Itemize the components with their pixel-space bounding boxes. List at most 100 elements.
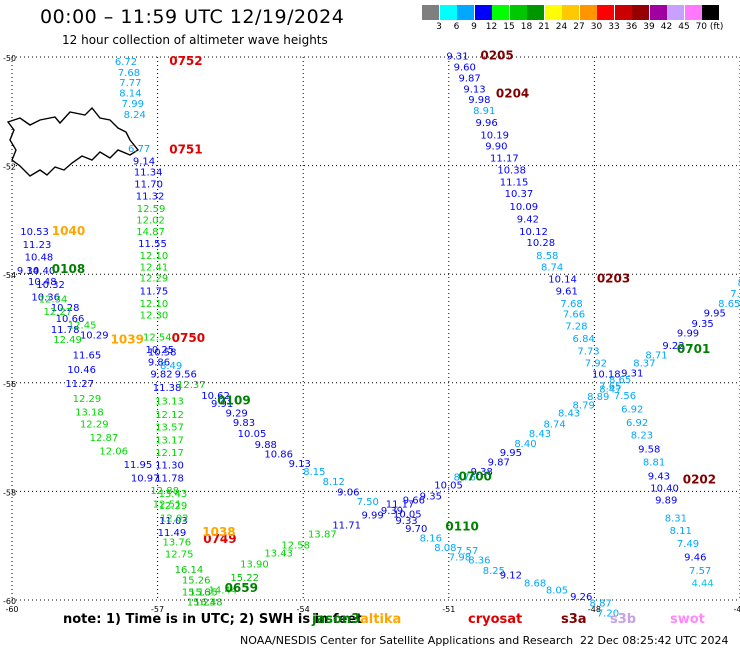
wave-height-value: 12.88 <box>150 486 179 497</box>
wave-height-value: 8.14 <box>119 89 141 100</box>
pass-time-label: 0203 <box>597 271 630 285</box>
wave-height-value: 8.31 <box>665 513 687 524</box>
wave-height-value: 6.92 <box>626 418 648 429</box>
wave-height-value: 12.02 <box>136 216 165 227</box>
wave-height-value: 9.87 <box>459 73 481 84</box>
wave-height-value: 11.17 <box>386 500 415 511</box>
wave-height-value: 8.76 <box>454 473 476 484</box>
wave-height-value: 12.27 <box>44 307 73 318</box>
wave-height-value: 9.46 <box>684 552 706 563</box>
wave-height-value: 8.74 <box>541 262 563 273</box>
wave-height-value: 9.98 <box>468 95 490 106</box>
color-swatch <box>457 5 474 20</box>
color-swatch <box>684 5 702 20</box>
wave-height-value: 9.06 <box>337 488 359 499</box>
color-scale-label: 24 <box>555 22 568 32</box>
wave-height-value: 12.34 <box>39 294 68 305</box>
wave-height-value: 10.86 <box>264 450 293 461</box>
color-swatch <box>439 5 457 20</box>
wave-height-value: 9.31 <box>446 52 468 63</box>
wave-height-value: 15.16 <box>182 588 211 599</box>
wave-height-value: 13.87 <box>308 530 337 541</box>
wave-height-value: 11.55 <box>138 239 167 250</box>
lat-tick-label: -52 <box>3 163 16 172</box>
wave-height-value: 15.26 <box>182 576 211 587</box>
pass-time-label: 0701 <box>677 342 710 356</box>
wave-height-value: 9.35 <box>691 319 713 330</box>
wave-height-value: 8.08 <box>434 543 456 554</box>
wave-height-value: 15.35 <box>189 588 218 599</box>
wave-height-value: 8.71 <box>645 350 667 361</box>
pass-time-label: 0700 <box>459 470 492 484</box>
lon-tick-label: -54 <box>297 605 310 614</box>
wave-height-value: 16.14 <box>175 565 204 576</box>
wave-height-value: 10.19 <box>480 130 509 141</box>
wave-height-value: 12.06 <box>99 446 128 457</box>
color-scale-label: 27 <box>573 22 585 32</box>
pass-time-label: 0204 <box>496 87 529 101</box>
legend-jason3: jason3 <box>312 612 361 627</box>
wave-height-value: 9.12 <box>500 570 522 581</box>
wave-height-value: 10.62 <box>201 391 230 402</box>
wave-height-value: 9.82 <box>150 369 172 380</box>
wave-height-value: 11.65 <box>73 350 102 361</box>
wave-height-value: 8.81 <box>643 457 665 468</box>
wave-height-value: 6.77 <box>128 144 150 155</box>
pass-time-label: 0750 <box>172 331 205 345</box>
wave-height-value: 10.25 <box>145 345 174 356</box>
color-scale-label: 45 <box>678 22 690 32</box>
wave-height-value: 8.12 <box>323 477 345 488</box>
wave-height-value: 8.91 <box>473 106 495 117</box>
wave-height-value: 7.77 <box>119 78 141 89</box>
wave-height-value: 10.32 <box>36 280 65 291</box>
color-swatch <box>614 5 632 20</box>
wave-height-value: 11.71 <box>332 520 361 531</box>
wave-height-value: 9.33 <box>395 516 417 527</box>
pass-time-label: 0659 <box>225 581 258 595</box>
color-scale-label: 6 <box>453 22 460 32</box>
map-footer: note: 1) Time is in UTC; 2) SWH is in fe… <box>0 612 740 652</box>
wave-height-value: 12.45 <box>68 321 97 332</box>
color-swatch <box>649 5 667 20</box>
wave-height-value: 11.38 <box>153 383 182 394</box>
wave-height-value: 13.17 <box>155 436 184 447</box>
pass-time-label: 0751 <box>169 143 202 157</box>
wave-height-value: 8.49 <box>160 361 182 372</box>
wave-height-value: 9.83 <box>233 418 255 429</box>
wave-height-value: 10.97 <box>131 474 160 485</box>
wave-height-value: 10.48 <box>28 277 57 288</box>
lat-tick-label: -58 <box>3 488 16 497</box>
wave-height-value: 16.48 <box>194 597 223 608</box>
wave-height-value: 7.57 <box>689 566 711 577</box>
wave-height-value: 6.72 <box>115 57 137 68</box>
wave-height-value: 8.40 <box>514 439 536 450</box>
wave-height-value: 13.43 <box>159 489 188 500</box>
wave-height-value: 9.66 <box>403 495 425 506</box>
wave-height-value: 10.48 <box>25 253 54 264</box>
wave-height-value: 7.50 <box>357 497 379 508</box>
color-swatch <box>702 5 719 20</box>
wave-height-value: 7.49 <box>677 539 699 550</box>
color-swatch <box>579 5 597 20</box>
color-scale-label: 15 <box>503 22 515 32</box>
wave-height-value: 6.84 <box>573 334 595 345</box>
lon-tick-label: -57 <box>151 605 164 614</box>
wave-height-value: 8.19 <box>738 278 740 289</box>
color-scale-label: 42 <box>660 22 673 32</box>
color-swatch <box>597 5 614 20</box>
wave-height-value: 12.29 <box>140 273 169 284</box>
wave-height-value: 10.53 <box>20 227 49 238</box>
wave-height-value: 8.65 <box>609 375 631 386</box>
map-title: 00:00 – 11:59 UTC 12/19/2024 <box>40 6 345 28</box>
wave-height-value: 13.76 <box>162 538 191 549</box>
wave-height-value: 10.18 <box>592 369 621 380</box>
footer-credit: NOAA/NESDIS Center for Satellite Applica… <box>240 634 574 647</box>
lat-tick-label: -56 <box>3 380 16 389</box>
lon-tick-label: -48 <box>588 605 601 614</box>
wave-height-value: 11.78 <box>155 474 184 485</box>
wave-height-value: 10.28 <box>526 238 555 249</box>
pass-time-label: 0749 <box>203 532 236 546</box>
pass-time-label: 0205 <box>480 49 513 63</box>
wave-height-value: 11.23 <box>23 240 52 251</box>
wave-height-value: 9.31 <box>621 368 643 379</box>
